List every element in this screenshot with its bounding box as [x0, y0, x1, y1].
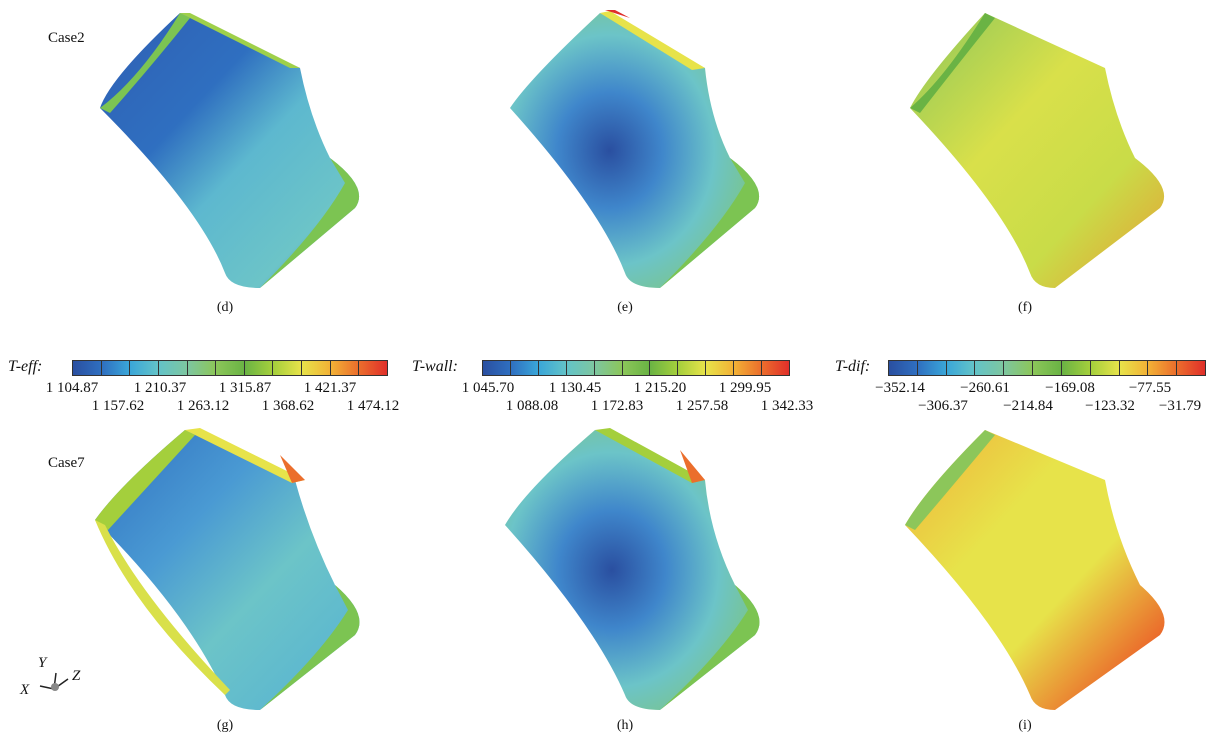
colorbar-tdif	[888, 360, 1206, 376]
panel-label-d: (d)	[205, 300, 245, 316]
colorbar-segment	[734, 361, 762, 375]
colorbar-segment	[273, 361, 302, 375]
legend-tick: 1 474.12	[347, 398, 400, 415]
legend-tick: 1 299.95	[719, 380, 772, 397]
colorbar-segment	[159, 361, 188, 375]
colorbar-segment	[889, 361, 918, 375]
axis-label-y: Y	[38, 655, 46, 672]
legend-title-tdif: T-dif:	[835, 358, 870, 376]
colorbar-segment	[706, 361, 734, 375]
colorbar-segment	[947, 361, 976, 375]
colorbar-segment	[102, 361, 131, 375]
colorbar-segment	[1120, 361, 1149, 375]
colorbar-segment	[245, 361, 274, 375]
colorbar-segment	[73, 361, 102, 375]
colorbar-segment	[975, 361, 1004, 375]
legend-tick: 1 104.87	[46, 380, 99, 397]
panel-h-blade-image	[480, 425, 780, 715]
legend-tick: 1 172.83	[591, 398, 644, 415]
legend-tick: 1 130.45	[549, 380, 602, 397]
colorbar-segment	[1033, 361, 1062, 375]
legend-tick: −352.14	[875, 380, 925, 397]
legend-tick: −306.37	[918, 398, 968, 415]
colorbar-segment	[302, 361, 331, 375]
panel-label-f: (f)	[1005, 300, 1045, 316]
legend-tick: −214.84	[1003, 398, 1053, 415]
axis-label-z: Z	[72, 668, 80, 685]
colorbar-segment	[1148, 361, 1177, 375]
panel-label-g: (g)	[205, 718, 245, 734]
legend-tick: −123.32	[1085, 398, 1135, 415]
panel-i-blade-image	[885, 425, 1185, 715]
colorbar-segment	[1062, 361, 1091, 375]
legend-tick: 1 210.37	[134, 380, 187, 397]
axis-label-x: X	[20, 682, 29, 699]
colorbar-segment	[511, 361, 539, 375]
colorbar-segment	[1177, 361, 1205, 375]
colorbar-segment	[1091, 361, 1120, 375]
panel-label-h: (h)	[605, 718, 645, 734]
colorbar-segment	[762, 361, 789, 375]
colorbar-twall	[482, 360, 790, 376]
colorbar-segment	[216, 361, 245, 375]
legend-tick: 1 421.37	[304, 380, 357, 397]
colorbar-segment	[918, 361, 947, 375]
legend-tick: 1 088.08	[506, 398, 559, 415]
colorbar-segment	[650, 361, 678, 375]
colorbar-segment	[567, 361, 595, 375]
colorbar-teff	[72, 360, 388, 376]
legend-title-teff: T-eff:	[8, 358, 42, 376]
colorbar-segment	[188, 361, 217, 375]
legend-tick: 1 315.87	[219, 380, 272, 397]
colorbar-segment	[331, 361, 360, 375]
panel-label-i: (i)	[1005, 718, 1045, 734]
legend-tick: −31.79	[1159, 398, 1201, 415]
colorbar-segment	[623, 361, 651, 375]
legend-tick: 1 157.62	[92, 398, 145, 415]
axes-triad-icon	[28, 665, 78, 701]
panel-label-e: (e)	[605, 300, 645, 316]
legend-tick: −77.55	[1129, 380, 1171, 397]
legend-tick: 1 045.70	[462, 380, 515, 397]
legend-tick: −260.61	[960, 380, 1010, 397]
legend-tick: −169.08	[1045, 380, 1095, 397]
colorbar-segment	[483, 361, 511, 375]
legend-tick: 1 215.20	[634, 380, 687, 397]
colorbar-segment	[595, 361, 623, 375]
panel-e-blade-image	[480, 8, 780, 293]
colorbar-segment	[1004, 361, 1033, 375]
colorbar-segment	[539, 361, 567, 375]
legend-tick: 1 263.12	[177, 398, 230, 415]
panel-g-blade-image	[80, 425, 380, 715]
panel-d-blade-image	[80, 8, 380, 293]
panel-f-blade-image	[885, 8, 1185, 293]
colorbar-segment	[130, 361, 159, 375]
legend-tick: 1 368.62	[262, 398, 315, 415]
legend-title-twall: T-wall:	[412, 358, 458, 376]
colorbar-segment	[359, 361, 387, 375]
colorbar-segment	[678, 361, 706, 375]
legend-tick: 1 342.33	[761, 398, 814, 415]
legend-tick: 1 257.58	[676, 398, 729, 415]
